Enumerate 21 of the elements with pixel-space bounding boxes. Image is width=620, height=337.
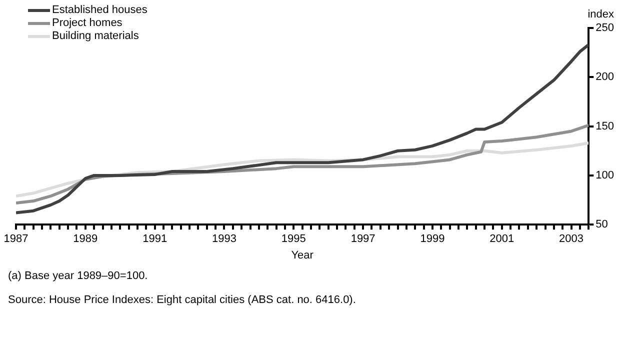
x-tick-label: 1989 xyxy=(73,233,98,246)
legend-label: Building materials xyxy=(52,30,139,43)
text: (a) Base year 1989–90=100. xyxy=(8,270,149,282)
y-axis-title: index xyxy=(588,8,614,21)
x-tick-label: 1987 xyxy=(4,233,28,246)
x-tick-label: 1997 xyxy=(350,233,376,246)
y-tick-label: 50 xyxy=(596,218,608,231)
x-tick-label: 1999 xyxy=(420,233,445,246)
legend-label: Established houses xyxy=(52,4,148,17)
x-tick-label: 1995 xyxy=(281,233,306,246)
legend-label: Project homes xyxy=(52,17,122,30)
x-tick-label: 1991 xyxy=(142,233,168,246)
y-tick-label: 100 xyxy=(596,169,614,182)
x-tick-label: 1993 xyxy=(212,233,236,246)
source-note: Source: House Price Indexes: Eight capital cities (ABS cat. no. 6416.0). xyxy=(8,294,357,306)
y-tick-label: 150 xyxy=(596,120,614,132)
y-tick-label: 200 xyxy=(596,71,614,84)
x-axis-title: Year xyxy=(291,249,314,262)
x-tick-label: 2001 xyxy=(490,233,514,246)
x-tick-label: 2003 xyxy=(559,233,584,246)
y-tick-label: 250 xyxy=(596,22,614,34)
